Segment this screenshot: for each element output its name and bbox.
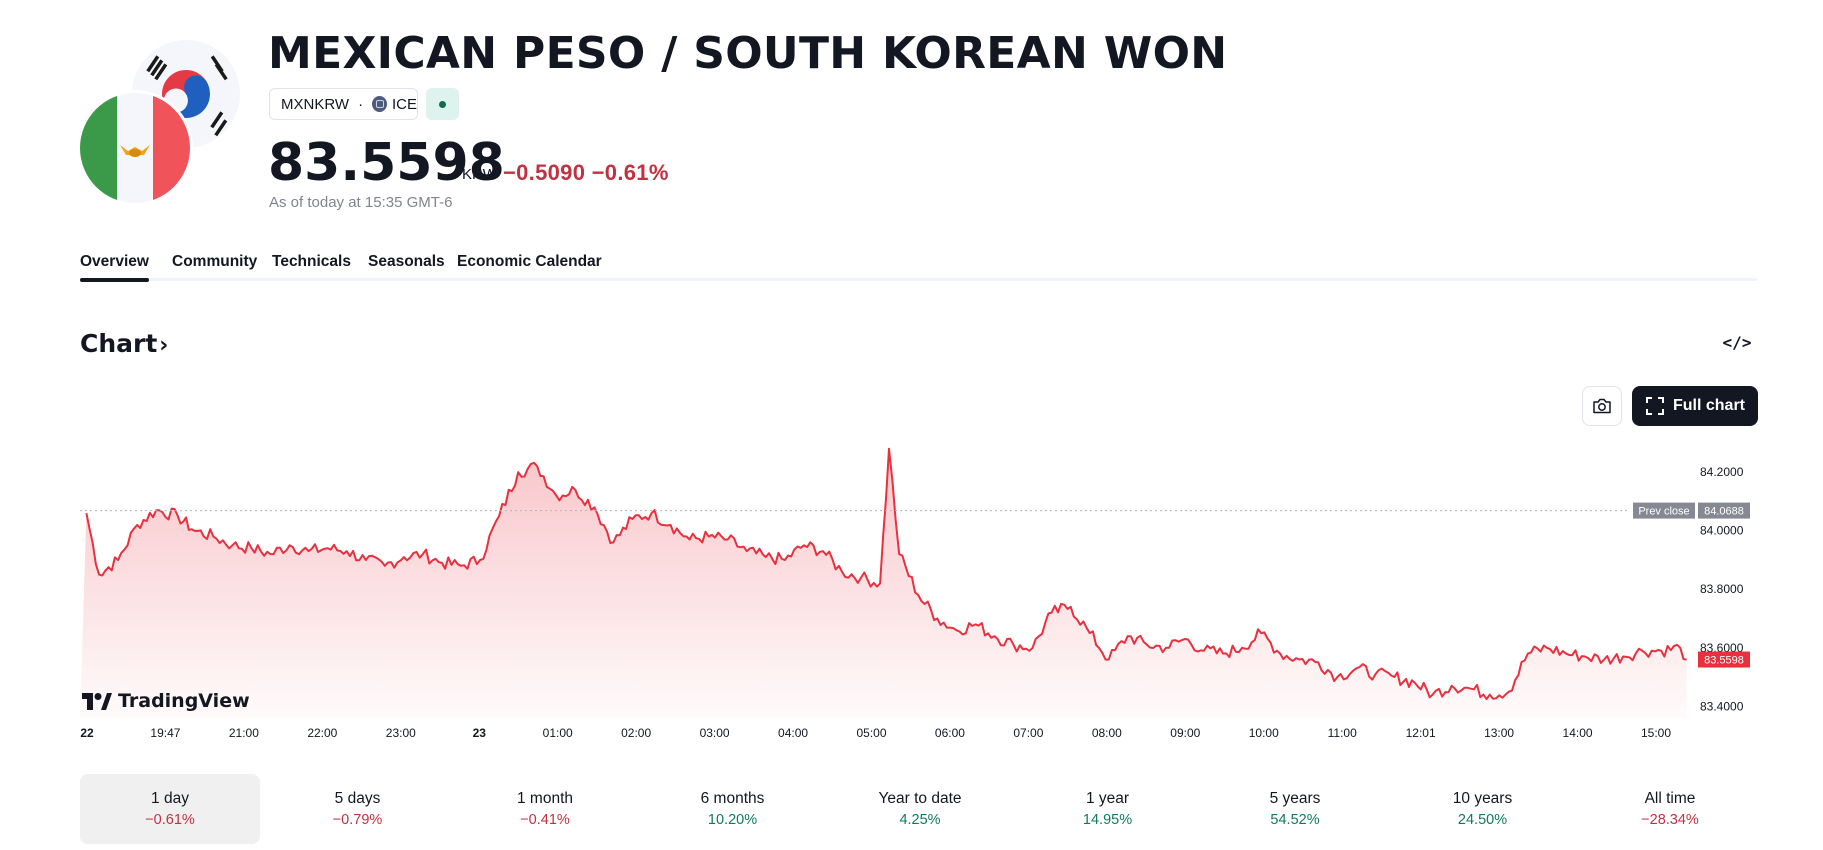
x-tick-label: 07:00: [1013, 726, 1043, 740]
period-10-years[interactable]: 10 years 24.50%: [1393, 774, 1573, 844]
status-dot-icon: [439, 100, 446, 108]
prev-close-tag: Prev close 84.0688: [1633, 502, 1750, 519]
price-currency: KRW: [462, 166, 497, 183]
exchange-icon: [372, 96, 387, 112]
price-change: −0.5090 −0.61%: [503, 160, 669, 185]
chevron-right-icon: ›: [159, 333, 169, 358]
camera-icon: [1593, 398, 1611, 414]
y-tick-label: 83.4000: [1700, 699, 1744, 713]
page-title: MEXICAN PESO / SOUTH KOREAN WON: [268, 28, 1228, 79]
price-line: [85, 447, 1687, 701]
period-change: 14.95%: [1082, 812, 1133, 828]
tradingview-logo-icon: [82, 692, 112, 710]
period-label: 5 years: [1269, 790, 1321, 807]
x-tick-label: 04:00: [778, 726, 808, 740]
last-price-tag: 83.5598: [1698, 651, 1750, 668]
period-1-year[interactable]: 1 year 14.95%: [1018, 774, 1198, 844]
prev-close-value-bg: [1698, 502, 1750, 519]
price-area-fill: [80, 448, 1687, 718]
tab-community[interactable]: Community: [172, 253, 258, 270]
period-label: 1 day: [151, 790, 189, 807]
period-label: All time: [1644, 790, 1696, 807]
market-status-badge[interactable]: [426, 88, 459, 120]
full-chart-label: Full chart: [1672, 397, 1745, 414]
period-change: 4.25%: [899, 812, 941, 828]
last-price: 83.5598: [268, 133, 505, 193]
x-tick-label: 08:00: [1092, 726, 1122, 740]
period-5-years[interactable]: 5 years 54.52%: [1205, 774, 1385, 844]
x-tick-label: 09:00: [1170, 726, 1200, 740]
brand-name: TradingView: [118, 690, 250, 712]
x-tick-label: 23: [473, 726, 487, 740]
period-1-day[interactable]: 1 day −0.61%: [80, 774, 260, 844]
y-tick-label: 84.0000: [1700, 524, 1744, 538]
x-tick-label: 23:00: [386, 726, 416, 740]
x-tick-label: 11:00: [1328, 726, 1357, 740]
period-all-time[interactable]: All time −28.34%: [1580, 774, 1760, 844]
period-label: Year to date: [878, 790, 962, 807]
x-tick-label: 02:00: [621, 726, 651, 740]
y-tick-label: 83.6000: [1700, 641, 1744, 655]
x-tick-label: 19:47: [150, 726, 180, 740]
y-tick-label: 83.8000: [1700, 582, 1744, 596]
last-price-value: 83.5598: [1704, 655, 1744, 667]
symbol-ticker: MXNKRW: [281, 95, 350, 113]
x-tick-label: 15:00: [1641, 726, 1671, 740]
period-change: 10.20%: [707, 812, 758, 828]
x-tick-label: 22: [80, 726, 94, 740]
prev-close-label: Prev close: [1638, 506, 1689, 518]
period-change: −0.61%: [145, 812, 195, 828]
period-change: −0.79%: [332, 812, 383, 828]
currency-flags: [80, 40, 245, 205]
full-chart-button[interactable]: Full chart: [1632, 386, 1758, 426]
tradingview-logo: TradingView: [82, 690, 250, 712]
x-tick-label: 12:01: [1406, 726, 1436, 740]
tab-seasonals[interactable]: Seasonals: [368, 253, 445, 270]
period-year-to-date[interactable]: Year to date 4.25%: [830, 774, 1010, 844]
period-label: 5 days: [334, 790, 381, 807]
x-tick-label: 01:00: [543, 726, 573, 740]
symbol-badge[interactable]: MXNKRW · ICE: [269, 88, 418, 120]
x-tick-label: 03:00: [700, 726, 730, 740]
period-label: 1 year: [1085, 790, 1130, 807]
y-tick-label: 84.2000: [1700, 465, 1744, 479]
period-1-month[interactable]: 1 month −0.41%: [455, 774, 635, 844]
period-change: −0.41%: [520, 812, 570, 828]
prev-close-value: 84.0688: [1704, 506, 1744, 518]
period-label: 1 month: [516, 790, 573, 807]
last-price-tag-bg: [1698, 651, 1750, 668]
exchange-name: ICE: [391, 95, 417, 113]
price-chart[interactable]: 22 19:47 21:00 22:00 23:00 23 01:00 02:00 03:00 0…: [0, 430, 1823, 750]
period-change: 54.52%: [1270, 812, 1320, 828]
tab-economic-calendar[interactable]: Economic Calendar: [457, 253, 602, 270]
tab-technicals[interactable]: Technicals: [272, 253, 351, 270]
prev-close-tag-bg: [1633, 502, 1695, 519]
period-6-months[interactable]: 6 months 10.20%: [643, 774, 823, 844]
mexico-flag-icon: [80, 93, 190, 203]
period-label: 6 months: [700, 790, 765, 807]
chart-heading-link[interactable]: Chart›: [80, 329, 168, 358]
x-tick-label: 06:00: [935, 726, 965, 740]
period-change: −28.34%: [1641, 812, 1699, 828]
period-label: 10 years: [1452, 790, 1513, 807]
x-tick-label: 22:00: [307, 726, 337, 740]
x-tick-label: 10:00: [1249, 726, 1279, 740]
x-tick-label: 05:00: [856, 726, 886, 740]
x-tick-label: 14:00: [1563, 726, 1593, 740]
separator-dot: ·: [358, 95, 364, 113]
chart-heading-text: Chart: [80, 329, 158, 358]
tab-overview[interactable]: Overview: [80, 253, 149, 282]
fullscreen-icon: [1645, 397, 1664, 415]
x-tick-label: 21:00: [229, 726, 259, 740]
section-tabs: Overview Community Technicals Seasonals …: [80, 251, 1757, 282]
x-tick-label: 13:00: [1484, 726, 1514, 740]
period-5-days[interactable]: 5 days −0.79%: [268, 774, 448, 844]
snapshot-button[interactable]: [1582, 386, 1622, 426]
price-timestamp: As of today at 15:35 GMT-6: [269, 194, 453, 211]
period-performance-bar: 1 day −0.61% 5 days −0.79% 1 month −0.41% 6 mo…: [80, 774, 1760, 844]
period-change: 24.50%: [1457, 812, 1508, 828]
embed-code-icon[interactable]: </>: [1722, 333, 1752, 352]
